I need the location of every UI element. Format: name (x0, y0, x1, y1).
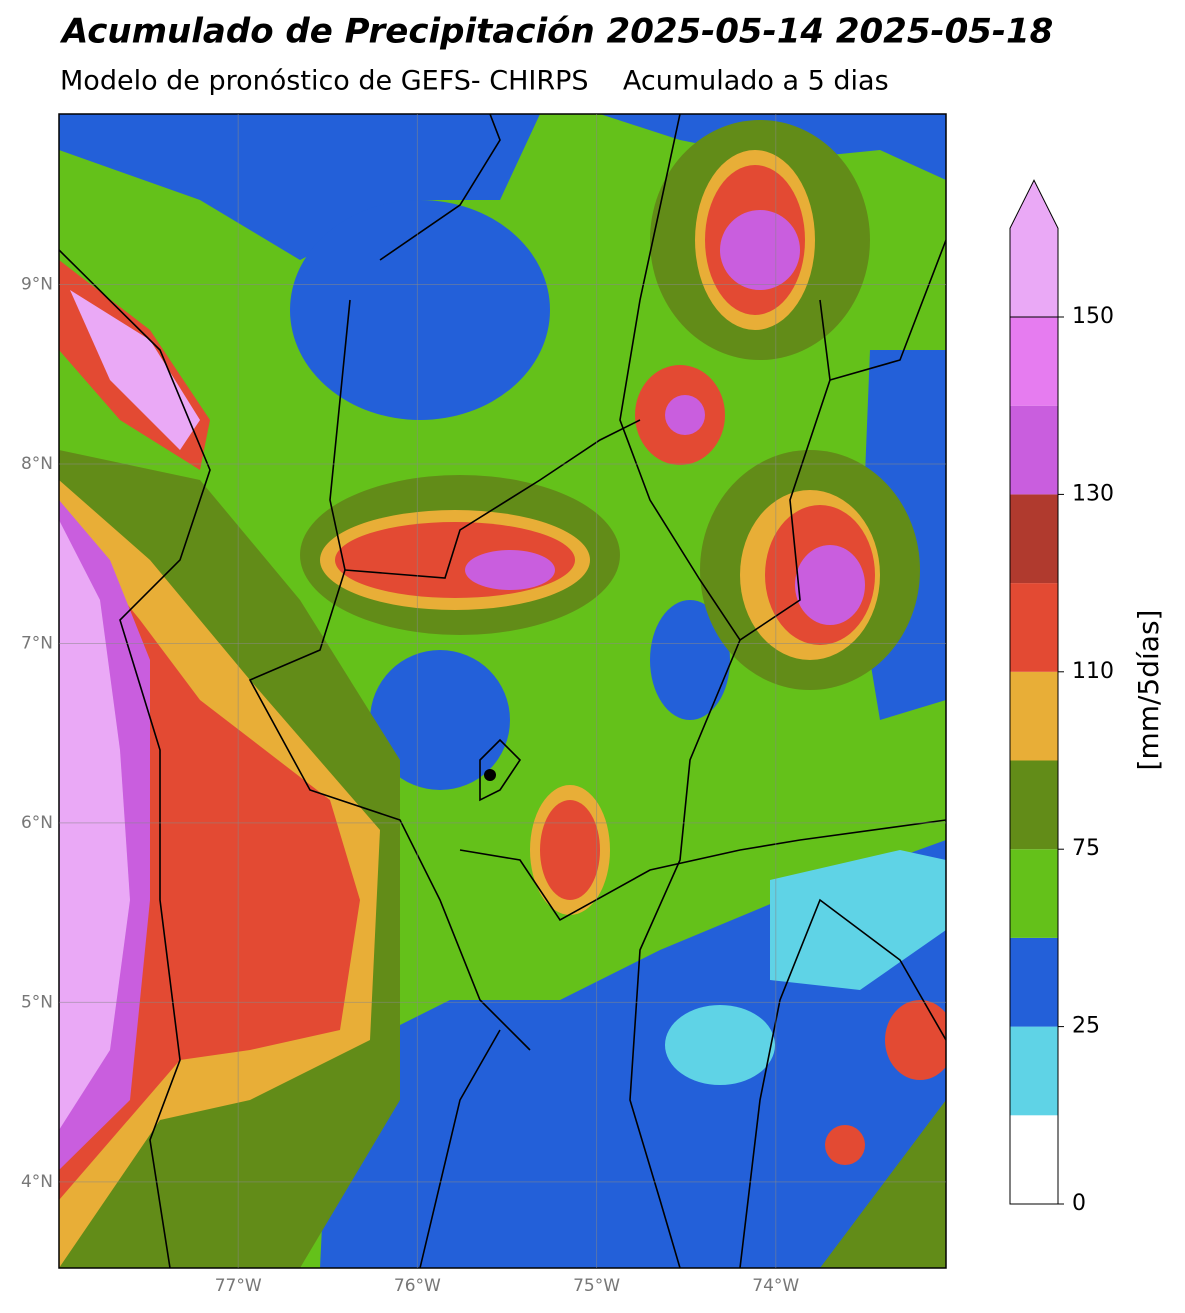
y-tick-label: 4°N (21, 1172, 53, 1192)
colorbar-tick-label: 25 (1072, 1014, 1100, 1039)
colorbar-tick-label: 130 (1072, 481, 1114, 506)
colorbar-swatch (1010, 1115, 1058, 1204)
colorbar-swatch (1010, 671, 1058, 761)
colorbar-tick-label: 150 (1072, 304, 1114, 329)
colorbar-frame (1009, 316, 1059, 1205)
colorbar-swatch (1010, 494, 1058, 584)
colorbar-swatch (1010, 317, 1058, 406)
colorbar-tick-label: 110 (1072, 659, 1114, 684)
colorbar-tick-label: 75 (1072, 836, 1100, 861)
colorbar-label: [mm/5días] (1132, 610, 1165, 771)
colorbar-tick-label: 0 (1072, 1191, 1086, 1216)
colorbar-swatch (1010, 760, 1058, 850)
x-tick-label: 75°W (573, 1276, 620, 1296)
x-tick-label: 77°W (215, 1276, 262, 1296)
subtitle: Modelo de pronóstico de GEFS- CHIRPS Acu… (60, 66, 889, 97)
colorbar-swatch (1010, 583, 1058, 672)
title: Acumulado de Precipitación 2025-05-14 20… (59, 12, 1053, 52)
y-tick-label: 6°N (21, 813, 53, 833)
precip-field (59, 114, 946, 1268)
colorbar-swatch (1010, 405, 1058, 495)
y-tick-label: 5°N (21, 992, 53, 1012)
y-tick-label: 8°N (21, 454, 53, 474)
colorbar-swatch (1010, 937, 1058, 1027)
x-tick-label: 74°W (752, 1276, 799, 1296)
y-tick-label: 7°N (21, 633, 53, 653)
x-tick-label: 76°W (394, 1276, 441, 1296)
colorbar-swatch (1010, 849, 1058, 938)
colorbar-swatch (1009, 179, 1059, 318)
colorbar-swatch (1010, 1026, 1058, 1116)
map-frame (58, 113, 947, 1269)
y-tick-label: 9°N (21, 274, 53, 294)
